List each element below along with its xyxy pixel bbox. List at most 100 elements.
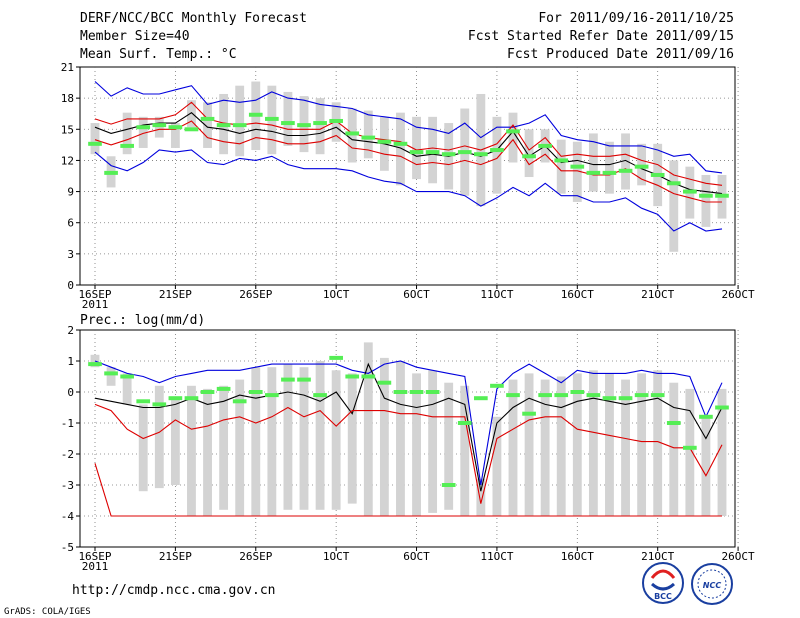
- ncc-logo-text: NCC: [703, 581, 722, 590]
- y-tick-label: 0: [67, 279, 74, 292]
- x-tick-label: 11OCT: [480, 550, 513, 563]
- bcc-logo-text: BCC: [654, 592, 672, 601]
- y-tick-label: -1: [61, 417, 74, 430]
- spread-box: [203, 102, 212, 148]
- y-tick-label: 3: [67, 248, 74, 261]
- footer-url[interactable]: http://cmdp.ncc.cma.gov.cn: [72, 583, 276, 598]
- x-tick-label: 16OCT: [561, 550, 594, 563]
- x-tick-label: 6OCT: [403, 288, 430, 301]
- y-tick-label: -2: [61, 448, 74, 461]
- spread-box: [203, 388, 212, 516]
- obs-marker: [506, 393, 520, 398]
- obs-marker: [88, 141, 102, 146]
- obs-marker: [361, 374, 376, 379]
- x-tick-label: 21SEP: [159, 288, 192, 301]
- obs-marker: [104, 371, 118, 376]
- y-tick-label: -4: [61, 510, 75, 523]
- header-fcst-produced: Fcst Produced Date 2011/09/16: [507, 47, 734, 62]
- obs-marker: [104, 170, 118, 175]
- obs-marker: [409, 150, 424, 155]
- spread-box: [283, 364, 293, 510]
- x-tick-label: 6OCT: [403, 550, 430, 563]
- x-tick-label: 26OCT: [722, 550, 755, 563]
- obs-marker: [120, 143, 134, 148]
- obs-marker: [152, 402, 167, 407]
- obs-marker: [441, 483, 456, 487]
- y-tick-label: -3: [61, 479, 74, 492]
- spread-box: [283, 91, 293, 146]
- obs-marker: [88, 362, 102, 367]
- spread-box: [122, 112, 132, 155]
- obs-marker: [425, 150, 440, 155]
- obs-marker: [586, 170, 601, 175]
- obs-marker: [554, 158, 569, 163]
- obs-marker: [216, 386, 231, 391]
- obs-marker: [232, 399, 247, 404]
- obs-marker: [715, 193, 729, 198]
- spread-box: [315, 361, 325, 510]
- obs-marker: [168, 125, 183, 130]
- obs-marker: [313, 393, 327, 398]
- spread-box: [428, 370, 438, 513]
- spread-box: [154, 116, 164, 138]
- x-tick-label: 21OCT: [641, 288, 674, 301]
- obs-marker: [248, 112, 263, 117]
- series-line-ensemble-mean: [94, 362, 723, 492]
- y-tick-label: 18: [61, 92, 74, 105]
- spread-box: [460, 385, 470, 516]
- precipitation-panel: -5 -4 -3 -2 -1 0 1 2 16SEP 21SEP 26SEP 1OCT 6OCT 11OC…: [61, 324, 755, 573]
- obs-marker: [393, 141, 408, 146]
- obs-marker: [184, 396, 199, 401]
- obs-marker: [602, 396, 617, 401]
- spread-box: [492, 416, 502, 516]
- spread-box: [669, 160, 679, 252]
- obs-marker: [297, 377, 311, 382]
- obs-marker: [618, 396, 633, 401]
- obs-marker: [699, 414, 713, 419]
- spread-box: [315, 98, 325, 155]
- spread-box: [701, 174, 711, 227]
- spread-box: [187, 100, 196, 128]
- spread-box: [412, 116, 421, 180]
- x-tick-label: 26SEP: [239, 550, 272, 563]
- obs-marker: [409, 390, 424, 394]
- obs-marker: [329, 355, 343, 360]
- x-tick-label: 16SEP: [78, 550, 111, 563]
- series-line-lower: [94, 149, 723, 232]
- spread-box: [170, 398, 180, 485]
- spread-box: [637, 373, 647, 516]
- spread-box: [412, 373, 421, 516]
- obs-marker: [265, 116, 279, 121]
- obs-marker: [666, 181, 681, 186]
- obs-marker: [634, 393, 649, 398]
- obs-marker: [168, 396, 183, 401]
- obs-marker: [522, 411, 536, 416]
- spread-box: [235, 85, 245, 157]
- obs-marker: [506, 129, 520, 134]
- spread-box: [90, 123, 100, 155]
- x-tick-label: 1OCT: [323, 550, 350, 563]
- spread-box: [572, 141, 582, 202]
- obs-marker: [570, 164, 585, 169]
- obs-marker: [345, 131, 360, 136]
- y-tick-label: 6: [67, 217, 74, 230]
- spread-box: [170, 123, 180, 148]
- obs-marker: [441, 152, 456, 157]
- obs-marker: [650, 172, 665, 177]
- obs-marker: [650, 393, 665, 398]
- obs-marker: [699, 193, 713, 198]
- header-title: DERF/NCC/BCC Monthly Forecast: [80, 11, 307, 26]
- precip-panel-title: Prec.: log(mm/d): [80, 313, 205, 328]
- spread-box: [524, 373, 534, 516]
- obs-marker: [602, 170, 617, 175]
- spread-box: [588, 133, 598, 192]
- obs-marker: [522, 154, 536, 159]
- series-line-lower: [94, 463, 722, 517]
- obs-marker: [490, 383, 504, 388]
- obs-marker: [683, 445, 697, 450]
- series-line-upper: [94, 81, 723, 174]
- header-member-size: Member Size=40: [80, 29, 190, 44]
- obs-marker: [136, 399, 151, 404]
- y-tick-label: 1: [67, 355, 74, 368]
- obs-marker: [248, 390, 263, 394]
